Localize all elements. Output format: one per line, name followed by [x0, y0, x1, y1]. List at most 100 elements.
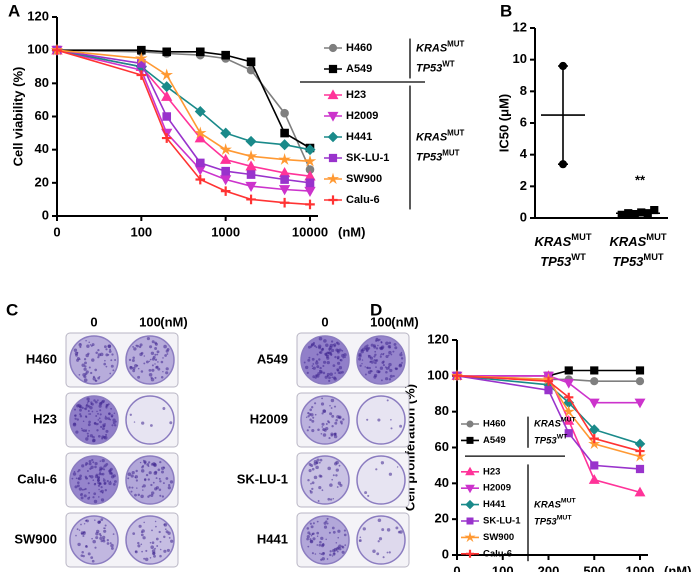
- legend-marker: [328, 64, 338, 74]
- colony: [341, 550, 345, 554]
- marker: [588, 437, 601, 450]
- colony: [150, 377, 155, 382]
- colony: [323, 525, 328, 529]
- colony: [93, 492, 97, 496]
- genotype-label: KRASMUT: [534, 498, 577, 510]
- colony: [97, 399, 99, 401]
- legend-marker: [327, 89, 339, 100]
- colony: [132, 369, 136, 373]
- colony: [367, 494, 370, 497]
- marker: [563, 415, 575, 425]
- marker: [563, 378, 575, 389]
- colony: [93, 399, 96, 402]
- colony: [84, 463, 88, 466]
- legend-marker: [328, 153, 338, 163]
- colony: [112, 418, 116, 422]
- colony: [390, 353, 393, 356]
- legend-marker: [466, 517, 474, 525]
- colony: [130, 490, 133, 493]
- colony: [143, 557, 146, 560]
- colony: [395, 526, 399, 530]
- gene: KRAS: [534, 499, 562, 510]
- colony: [311, 552, 314, 555]
- status: MUT: [557, 515, 573, 522]
- colony: [152, 481, 155, 484]
- colony: [338, 366, 343, 370]
- colony: [102, 535, 106, 540]
- colony: [98, 496, 100, 498]
- colony: [141, 421, 145, 425]
- gene: KRAS: [609, 234, 646, 249]
- colony: [165, 371, 169, 375]
- colony: [145, 549, 148, 552]
- colony: [82, 534, 85, 538]
- legend-label: SK-LU-1: [346, 152, 389, 164]
- colony: [358, 354, 362, 358]
- colony: [389, 368, 393, 373]
- colony: [91, 402, 94, 406]
- colony: [104, 416, 108, 420]
- colony: [133, 421, 136, 423]
- colony: [336, 361, 341, 365]
- colony: [317, 500, 320, 502]
- colony: [375, 347, 379, 350]
- colony: [314, 413, 317, 416]
- colony: [84, 407, 88, 411]
- colony: [309, 538, 312, 541]
- legend-marker: [465, 499, 475, 510]
- colony: [334, 355, 337, 359]
- colony: [141, 550, 143, 553]
- colony: [388, 472, 393, 476]
- colony: [385, 377, 389, 381]
- colony: [165, 349, 169, 353]
- colony: [163, 535, 166, 539]
- colony: [101, 399, 106, 403]
- colony: [72, 422, 77, 427]
- colony: [85, 340, 87, 342]
- colony: [319, 366, 322, 370]
- colony: [88, 420, 91, 424]
- colony: [86, 432, 89, 435]
- colony: [381, 345, 385, 349]
- plate-label: A549: [257, 351, 288, 366]
- colony: [154, 547, 156, 550]
- colony: [92, 435, 95, 439]
- y-tick-label: 120: [427, 331, 449, 346]
- colony: [83, 367, 87, 371]
- dose-unit: (nM): [160, 314, 187, 329]
- colony: [338, 416, 341, 419]
- marker: [588, 474, 600, 484]
- colony: [90, 475, 94, 479]
- colony: [328, 531, 331, 534]
- colony: [107, 417, 111, 420]
- colony: [327, 497, 331, 501]
- colony: [151, 364, 154, 367]
- status: WT: [442, 59, 454, 68]
- colony: [147, 478, 150, 481]
- marker: [162, 47, 172, 57]
- colony: [167, 486, 171, 490]
- colony: [97, 477, 99, 480]
- colony: [81, 551, 84, 554]
- colony: [134, 493, 137, 497]
- genotype-label: KRASMUT: [609, 232, 666, 249]
- colony: [308, 469, 312, 473]
- colony: [377, 540, 380, 543]
- colony: [317, 428, 320, 431]
- colony: [103, 362, 107, 366]
- marker: [280, 128, 289, 138]
- marker: [305, 178, 315, 188]
- colony: [160, 466, 165, 471]
- colony: [312, 375, 316, 379]
- colony: [380, 379, 383, 382]
- colony: [318, 461, 321, 464]
- marker: [194, 126, 207, 139]
- colony: [81, 363, 85, 367]
- colony: [319, 475, 323, 478]
- colony: [93, 499, 98, 504]
- colony: [343, 533, 347, 537]
- y-tick-label: 20: [35, 174, 49, 189]
- legend-label: H441: [483, 499, 506, 510]
- colony: [95, 532, 99, 536]
- colony: [105, 463, 109, 466]
